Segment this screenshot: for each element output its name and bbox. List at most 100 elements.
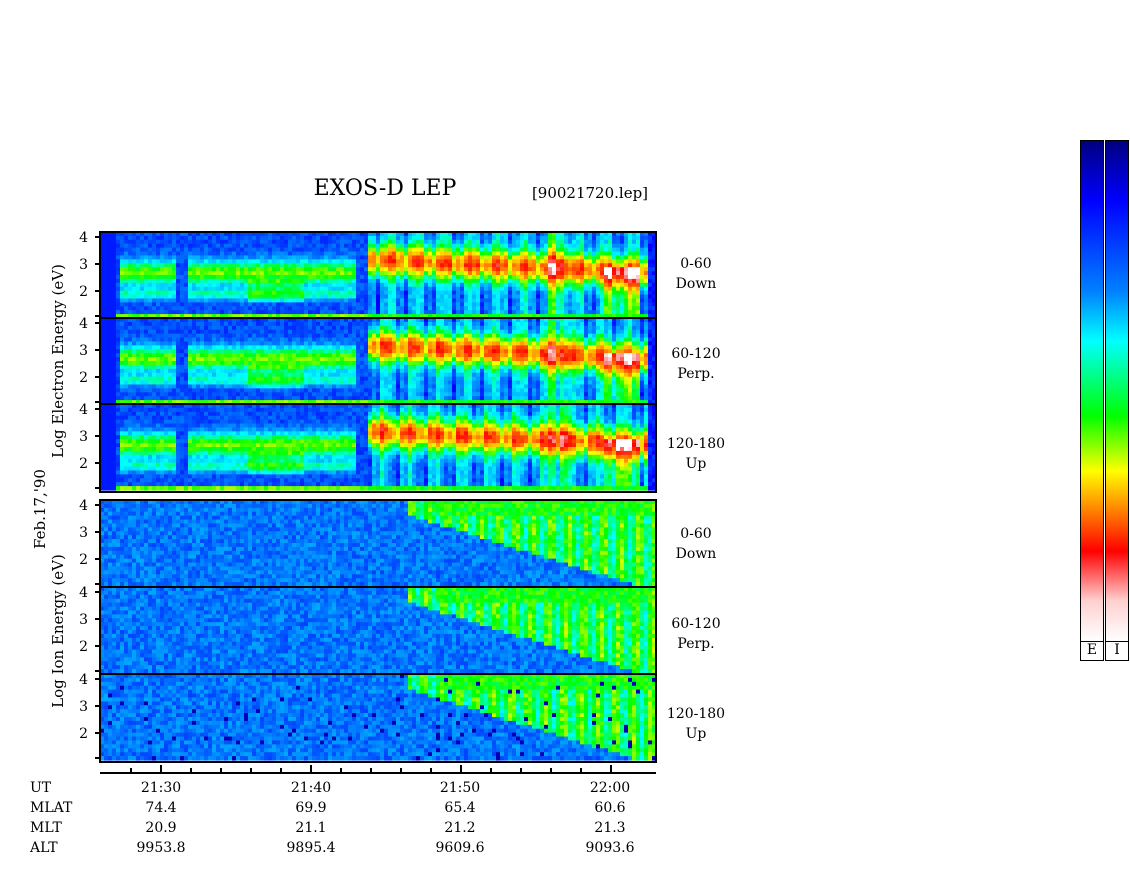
spectrogram-cell bbox=[448, 232, 453, 237]
spectrogram-cell bbox=[584, 255, 589, 260]
spectrogram-cell bbox=[512, 306, 517, 311]
spectrogram-cell bbox=[168, 239, 173, 245]
spectrogram-cell bbox=[428, 376, 433, 382]
spectrogram-cell bbox=[516, 255, 521, 260]
spectrogram-cell bbox=[244, 321, 249, 327]
spectrogram-cell bbox=[412, 306, 417, 311]
spectrogram-cell bbox=[172, 267, 177, 272]
spectrogram-cell bbox=[564, 235, 569, 241]
spectrogram-cell bbox=[140, 357, 145, 362]
spectrogram-cell bbox=[244, 353, 249, 358]
spectrogram-cell bbox=[500, 239, 505, 245]
spectrogram-cell bbox=[468, 275, 473, 280]
spectrogram-cell bbox=[252, 235, 257, 241]
spectrogram-cell bbox=[320, 392, 325, 397]
spectrogram-cell bbox=[508, 251, 513, 257]
spectrogram-cell bbox=[284, 384, 289, 389]
spectrogram-cell bbox=[364, 247, 369, 253]
spectrogram-cell bbox=[304, 294, 309, 300]
spectrogram-cell bbox=[576, 294, 581, 300]
spectrogram-cell bbox=[164, 376, 169, 382]
spectrogram-cell bbox=[264, 282, 269, 288]
spectrogram-cell bbox=[376, 396, 381, 401]
spectrogram-cell bbox=[100, 361, 105, 366]
spectrogram-cell bbox=[348, 364, 353, 370]
spectrogram-cell bbox=[288, 396, 293, 401]
spectrogram-cell bbox=[528, 306, 533, 311]
spectrogram-cell bbox=[116, 321, 121, 327]
spectrogram-cell bbox=[288, 282, 293, 288]
spectrogram-cell bbox=[268, 255, 273, 260]
spectrogram-cell bbox=[224, 314, 229, 319]
spectrogram-cell bbox=[308, 337, 313, 343]
spectrogram-cell bbox=[156, 286, 161, 292]
spectrogram-cell bbox=[428, 278, 433, 284]
spectrogram-cell bbox=[332, 294, 337, 300]
spectrogram-cell bbox=[356, 388, 361, 393]
spectrogram-cell bbox=[112, 392, 117, 397]
spectrogram-cell bbox=[584, 310, 589, 315]
spectrogram-cell bbox=[316, 380, 321, 386]
spectrogram-cell bbox=[292, 341, 297, 346]
spectrogram-cell bbox=[204, 392, 209, 397]
spectrogram-cell bbox=[508, 278, 513, 284]
spectrogram-cell bbox=[252, 243, 257, 249]
spectrogram-cell bbox=[448, 263, 453, 268]
spectrogram-cell bbox=[332, 278, 337, 284]
spectrogram-cell bbox=[420, 247, 425, 253]
spectrogram-cell bbox=[116, 376, 121, 382]
spectrogram-cell bbox=[472, 278, 477, 284]
spectrogram-cell bbox=[432, 271, 437, 276]
spectrogram-cell bbox=[168, 255, 173, 260]
spectrogram-cell bbox=[640, 298, 645, 303]
spectrogram-cell bbox=[456, 259, 461, 264]
spectrogram-cell bbox=[484, 267, 489, 272]
spectrogram-cell bbox=[132, 388, 137, 393]
spectrogram-cell bbox=[260, 314, 265, 319]
spectrogram-cell bbox=[176, 337, 181, 343]
spectrogram-cell bbox=[136, 368, 141, 374]
spectrogram-cell bbox=[344, 380, 349, 386]
spectrogram-cell bbox=[252, 364, 257, 370]
spectrogram-cell bbox=[196, 325, 201, 331]
spectrogram-cell bbox=[604, 314, 609, 319]
spectrogram-cell bbox=[124, 376, 129, 382]
spectrogram-cell bbox=[144, 321, 149, 327]
spectrogram-cell bbox=[432, 384, 437, 389]
spectrogram-cell bbox=[212, 341, 217, 346]
spectrogram-cell bbox=[164, 372, 169, 378]
spectrogram-cell bbox=[324, 306, 329, 311]
spectrogram-cell bbox=[448, 314, 453, 319]
spectrogram-cell bbox=[320, 294, 325, 300]
spectrogram-cell bbox=[220, 255, 225, 260]
spectrogram-cell bbox=[400, 235, 405, 241]
spectrogram-cell bbox=[420, 286, 425, 292]
spectrogram-cell bbox=[176, 364, 181, 370]
spectrogram-cell bbox=[132, 325, 137, 331]
spectrogram-cell bbox=[116, 247, 121, 253]
spectrogram-cell bbox=[360, 259, 365, 264]
spectrogram-cell bbox=[124, 232, 129, 237]
spectrogram-cell bbox=[572, 232, 577, 237]
spectrogram-cell bbox=[388, 384, 393, 389]
spectrogram-cell bbox=[400, 321, 405, 327]
spectrogram-cell bbox=[560, 247, 565, 253]
spectrogram-cell bbox=[100, 364, 105, 370]
spectrogram-cell bbox=[312, 345, 317, 350]
spectrogram-cell bbox=[420, 232, 425, 237]
spectrogram-cell bbox=[188, 353, 193, 358]
spectrogram-cell bbox=[196, 294, 201, 300]
spectrogram-cell bbox=[428, 388, 433, 393]
spectrogram-cell bbox=[584, 302, 589, 307]
spectrogram-cell bbox=[148, 294, 153, 300]
spectrogram-cell bbox=[240, 275, 245, 280]
spectrogram-cell bbox=[208, 372, 213, 378]
spectrogram-cell bbox=[644, 247, 649, 253]
spectrogram-cell bbox=[216, 333, 221, 339]
spectrogram-cell bbox=[184, 372, 189, 378]
spectrogram-cell bbox=[524, 310, 529, 315]
spectrogram-cell bbox=[416, 380, 421, 386]
spectrogram-cell bbox=[208, 306, 213, 311]
spectrogram-cell bbox=[228, 235, 233, 241]
spectrogram-cell bbox=[216, 349, 221, 354]
